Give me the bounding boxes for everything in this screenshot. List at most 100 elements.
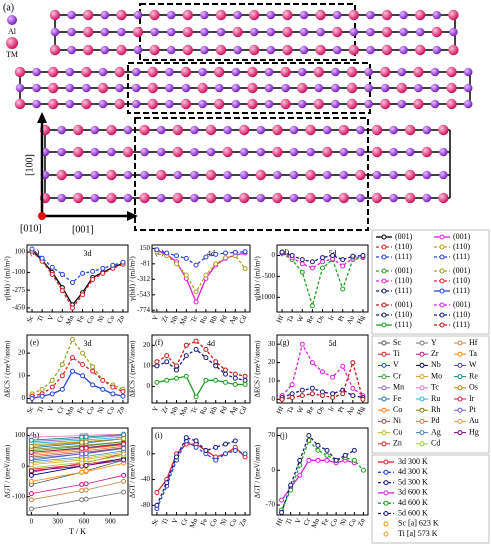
al-atom [414,83,423,93]
tm-atom [139,192,150,204]
al-atom [233,45,242,55]
data-point [79,445,85,451]
al-atom [156,193,166,203]
legend-label: (111) [395,252,412,261]
x-tick-label: 900 [105,518,116,526]
legend-marker [383,500,389,506]
y-tick-label: -100 [12,268,25,276]
al-atom [90,147,100,157]
tm-atom [315,9,326,21]
tm-atom [172,146,183,158]
x-tick-label: Ti [284,517,294,526]
al-atom [90,170,100,180]
data-point [223,371,228,377]
al-atom [430,67,440,77]
data-point [174,375,179,381]
data-point [28,491,34,497]
data-point [242,381,248,387]
series-line [31,370,124,400]
al-atom [198,99,207,109]
data-point [121,451,127,457]
legend-label: 4d 300 K [398,467,428,476]
data-point [340,263,346,269]
legend-marker [381,418,387,424]
series-line [31,248,124,284]
tm-atom [338,124,349,136]
al-atom [366,10,375,20]
legend-marker [457,407,463,413]
x-tick-label: Ta [285,404,296,414]
x-tick-label: Y [151,405,160,413]
tm-atom [405,124,416,136]
x-tick-label: Mn [64,314,76,327]
tm-atom [405,192,416,204]
legend-label: Y [431,338,437,347]
legend-label: (110) [395,242,412,251]
x-tick-label: Tc [189,314,199,324]
series-line [31,250,124,310]
tm-atom [56,169,67,181]
y-tick-label: 0 [272,466,276,474]
data-point [340,286,346,292]
legend-marker [381,340,387,346]
al-atom [422,193,432,203]
tm-atom [272,124,283,136]
data-point [29,395,35,401]
x-tick-label: Ni [338,517,348,527]
al-atom [107,147,116,157]
x-tick-label: Ru [198,314,209,325]
tm-atom [81,98,92,110]
data-point [203,272,209,278]
x-tick-label: Os [315,405,326,416]
al-atom [233,10,242,20]
data-point [309,385,315,391]
tm-atom [332,26,343,38]
data-point [83,451,89,457]
x-tick-label: Mo [178,405,190,418]
data-point [330,394,336,400]
data-point [83,463,89,469]
data-point [299,269,305,275]
al-atom [289,170,299,180]
x-tick-label: Hg [355,314,366,326]
data-point [49,264,55,270]
x-tick-label: Au [345,405,356,417]
tm-atom [132,26,144,38]
al-atom [306,147,315,157]
al-atom [206,147,216,157]
data-point [315,457,321,463]
legend-marker [383,531,389,537]
al-atom [331,67,340,77]
al-atom [256,193,266,203]
al-atom [299,27,309,37]
al-atom [82,83,91,93]
y-tick-label: 0 [22,462,26,470]
data-point [28,478,34,484]
x-tick-label: Cu [105,405,116,416]
tm-atom [371,124,383,136]
tm-atom [348,9,359,21]
legend-label: Co [393,405,402,414]
al-atom [231,99,241,109]
y-tick-label: 30 [268,340,276,348]
tm-atom [322,146,333,158]
al-atom [231,83,241,93]
series-line [156,348,246,381]
x-tick-label: Ag [228,314,239,326]
tm-atom [49,9,61,21]
series-group-label: 4d [207,249,215,258]
legend-label: Nb [431,360,441,369]
series-line [156,249,246,304]
data-point [164,480,170,486]
legend-marker [439,278,445,284]
tm-atom [280,98,291,110]
al-atom [463,99,473,109]
tm-atom [122,146,134,158]
tm-atom [197,82,208,94]
supercell [134,117,369,231]
al-atom [15,83,25,93]
al-atom [415,27,425,37]
legend-marker [381,396,387,402]
legend-label: 3d 600 K [398,488,428,497]
y-tick-label: 0 [272,395,276,403]
